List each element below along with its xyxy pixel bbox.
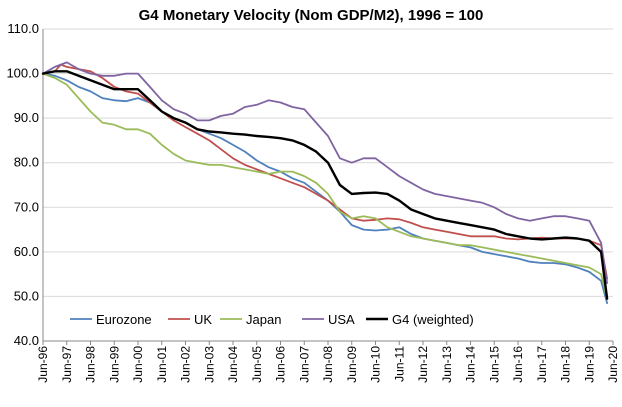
x-tick-label: Jun-08 — [321, 346, 335, 383]
x-tick-label: Jun-19 — [582, 346, 596, 383]
series-line-japan — [42, 72, 608, 300]
y-tick-label: 60.0 — [14, 244, 39, 259]
y-tick-label: 90.0 — [14, 110, 39, 125]
y-tick-label: 100.0 — [6, 66, 39, 81]
x-axis-tick-labels: Jun-96 Jun-97 Jun-98 Jun-99 Jun-00 Jun-01 Jun-… — [36, 341, 620, 383]
series-line-uk — [42, 63, 608, 280]
x-tick-label: Jun-13 — [440, 346, 454, 383]
x-tick-label: Jun-96 — [36, 346, 50, 383]
x-tick-label: Jun-03 — [202, 346, 216, 383]
legend: Eurozone UK Japan USA G4 (weighted) — [70, 312, 474, 327]
x-tick-label: Jun-20 — [606, 346, 620, 383]
legend-label: Eurozone — [96, 312, 152, 327]
gridlines — [42, 28, 613, 342]
x-tick-label: Jun-99 — [107, 346, 121, 383]
x-tick-label: Jun-97 — [60, 346, 74, 383]
legend-label: UK — [194, 312, 212, 327]
x-tick-label: Jun-14 — [464, 346, 478, 383]
y-tick-label: 70.0 — [14, 199, 39, 214]
x-tick-label: Jun-02 — [179, 346, 193, 383]
legend-label: Japan — [246, 312, 281, 327]
x-tick-label: Jun-04 — [226, 346, 240, 383]
x-tick-label: Jun-12 — [416, 346, 430, 383]
series-line-usa — [42, 61, 608, 284]
x-tick-label: Jun-98 — [84, 346, 98, 383]
y-tick-label: 40.0 — [14, 333, 39, 348]
x-tick-label: Jun-11 — [392, 346, 406, 382]
series-line-eurozone — [42, 72, 608, 304]
y-axis-tick-labels: 40.0 50.0 60.0 70.0 80.0 90.0 100.0 110.0 — [6, 21, 39, 348]
legend-label: G4 (weighted) — [392, 312, 474, 327]
x-tick-label: Jun-01 — [155, 346, 169, 383]
y-tick-label: 110.0 — [7, 21, 39, 36]
y-tick-label: 80.0 — [14, 155, 39, 170]
y-tick-label: 50.0 — [14, 288, 39, 303]
legend-label: USA — [328, 312, 355, 327]
x-tick-label: Jun-18 — [559, 346, 573, 383]
x-tick-label: Jun-09 — [345, 346, 359, 383]
x-tick-label: Jun-07 — [297, 346, 311, 383]
x-tick-label: Jun-06 — [274, 346, 288, 383]
series-lines — [41, 61, 609, 304]
x-tick-label: Jun-16 — [511, 346, 525, 383]
x-tick-label: Jun-10 — [369, 346, 383, 383]
chart-title: G4 Monetary Velocity (Nom GDP/M2), 1996 … — [139, 7, 484, 24]
x-tick-label: Jun-00 — [131, 346, 145, 383]
series-line-g4-weighted — [41, 70, 609, 300]
x-tick-label: Jun-05 — [250, 346, 264, 383]
x-tick-label: Jun-17 — [535, 346, 549, 383]
x-tick-label: Jun-15 — [487, 346, 501, 383]
